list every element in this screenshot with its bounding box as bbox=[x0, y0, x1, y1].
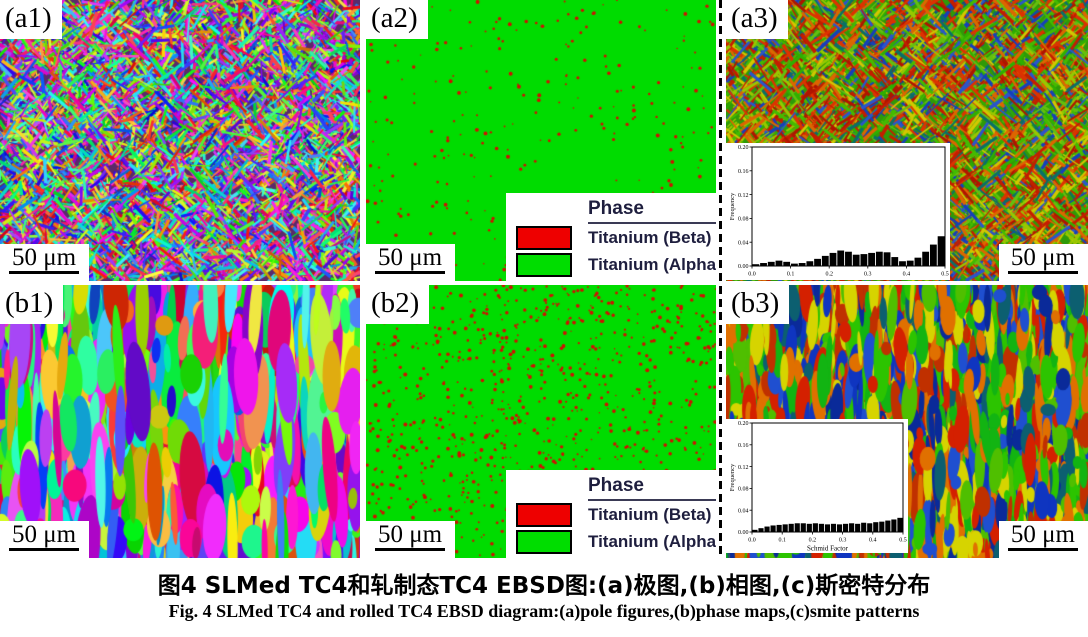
svg-text:0.5: 0.5 bbox=[899, 538, 907, 544]
scale-bar-a1: 50 μm bbox=[0, 244, 90, 281]
svg-text:0.20: 0.20 bbox=[738, 145, 749, 151]
svg-text:0.08: 0.08 bbox=[738, 217, 749, 223]
svg-text:0.2: 0.2 bbox=[809, 538, 817, 544]
legend-label-beta: Titanium (Beta) bbox=[588, 228, 712, 247]
ebsd-map-b1 bbox=[0, 285, 360, 558]
scale-bar-b2: 50 μm bbox=[366, 521, 456, 558]
svg-text:0.3: 0.3 bbox=[864, 272, 872, 278]
svg-text:Frequency: Frequency bbox=[729, 463, 736, 491]
ebsd-map-a1 bbox=[0, 0, 360, 281]
svg-text:Schmid Factor: Schmid Factor bbox=[807, 545, 849, 553]
legend-title: Phase bbox=[588, 198, 716, 224]
schmid-distribution-inset-b3: 0.00 0.04 0.08 0.12 0.16 0.20 0.0 0.1 0.2 0.3 0.4 0… bbox=[726, 419, 908, 553]
panel-label-b3: (b3) bbox=[726, 285, 790, 325]
caption-english: Fig. 4 SLMed TC4 and rolled TC4 EBSD dia… bbox=[168, 601, 920, 621]
svg-text:0.4: 0.4 bbox=[869, 538, 877, 544]
scale-bar-text: 50 μm bbox=[375, 245, 446, 274]
legend-swatch-beta bbox=[516, 503, 572, 527]
panel-b3: (b3) 0.00 0.04 0.08 0.12 0.16 0.20 0.0 0.1 0.2 0.… bbox=[726, 285, 1088, 558]
panel-label-a1: (a1) bbox=[0, 0, 62, 40]
svg-text:0.4: 0.4 bbox=[903, 272, 911, 278]
panel-a3: (a3) 0.00 0.04 0.08 0.12 0.16 0.20 0.0 0.1 0.2 0.… bbox=[726, 0, 1088, 281]
legend-swatch-beta bbox=[516, 226, 572, 250]
svg-text:0.0: 0.0 bbox=[748, 272, 756, 278]
svg-text:0.04: 0.04 bbox=[738, 508, 749, 514]
svg-text:0.08: 0.08 bbox=[738, 487, 749, 493]
panel-label-a2: (a2) bbox=[366, 0, 428, 40]
panel-label-a3: (a3) bbox=[726, 0, 788, 40]
svg-text:0.20: 0.20 bbox=[738, 421, 749, 427]
svg-text:0.1: 0.1 bbox=[778, 538, 786, 544]
scale-bar-text: 50 μm bbox=[9, 245, 80, 274]
svg-text:0.2: 0.2 bbox=[825, 272, 833, 278]
svg-text:0.0: 0.0 bbox=[748, 538, 756, 544]
svg-text:0.00: 0.00 bbox=[738, 264, 749, 270]
scale-bar-a2: 50 μm bbox=[366, 244, 456, 281]
legend-swatch-alpha bbox=[516, 253, 572, 277]
panel-b1: (b1) 50 μm bbox=[0, 285, 360, 558]
legend-label-alpha: Titanium (Alpha) bbox=[588, 255, 716, 274]
panel-label-b2: (b2) bbox=[366, 285, 430, 325]
panel-a2: (a2) Phase Titanium (Beta) Titanium (Alp… bbox=[366, 0, 716, 281]
svg-text:0.1: 0.1 bbox=[787, 272, 795, 278]
svg-text:0.5: 0.5 bbox=[941, 272, 949, 278]
svg-text:0.12: 0.12 bbox=[738, 193, 749, 199]
svg-text:0.04: 0.04 bbox=[738, 240, 749, 246]
svg-text:Frequency: Frequency bbox=[729, 192, 736, 220]
phase-legend-a2: Phase Titanium (Beta) Titanium (Alpha) bbox=[506, 193, 716, 281]
scale-bar-b1: 50 μm bbox=[0, 521, 90, 558]
panel-label-b1: (b1) bbox=[0, 285, 64, 325]
panel-b2: (b2) Phase Titanium (Beta) Titanium (Alp… bbox=[366, 285, 716, 558]
svg-text:0.12: 0.12 bbox=[738, 465, 749, 471]
svg-text:0.16: 0.16 bbox=[738, 443, 749, 449]
scale-bar-text: 50 μm bbox=[1007, 245, 1078, 274]
scale-bar-a3: 50 μm bbox=[998, 244, 1088, 281]
scale-bar-text: 50 μm bbox=[9, 522, 80, 551]
divider-dashed-line bbox=[719, 0, 722, 558]
panel-a1: (a1) 50 μm bbox=[0, 0, 360, 281]
scale-bar-b3: 50 μm bbox=[998, 521, 1088, 558]
svg-text:0.16: 0.16 bbox=[738, 169, 749, 175]
svg-text:0.3: 0.3 bbox=[839, 538, 847, 544]
schmid-distribution-inset-a3: 0.00 0.04 0.08 0.12 0.16 0.20 0.0 0.1 0.2 0.3 0.4 0… bbox=[726, 143, 950, 280]
scale-bar-text: 50 μm bbox=[1007, 522, 1078, 551]
scale-bar-text: 50 μm bbox=[375, 522, 446, 551]
legend-label-alpha: Titanium (Alpha) bbox=[588, 532, 716, 551]
legend-label-beta: Titanium (Beta) bbox=[588, 505, 712, 524]
svg-text:0.00: 0.00 bbox=[738, 530, 749, 536]
legend-swatch-alpha bbox=[516, 530, 572, 554]
caption-chinese: 图4 SLMed TC4和轧制态TC4 EBSD图:(a)极图,(b)相图,(c… bbox=[157, 573, 931, 599]
phase-legend-b2: Phase Titanium (Beta) Titanium (Alpha) bbox=[506, 470, 716, 558]
legend-title: Phase bbox=[588, 475, 716, 501]
